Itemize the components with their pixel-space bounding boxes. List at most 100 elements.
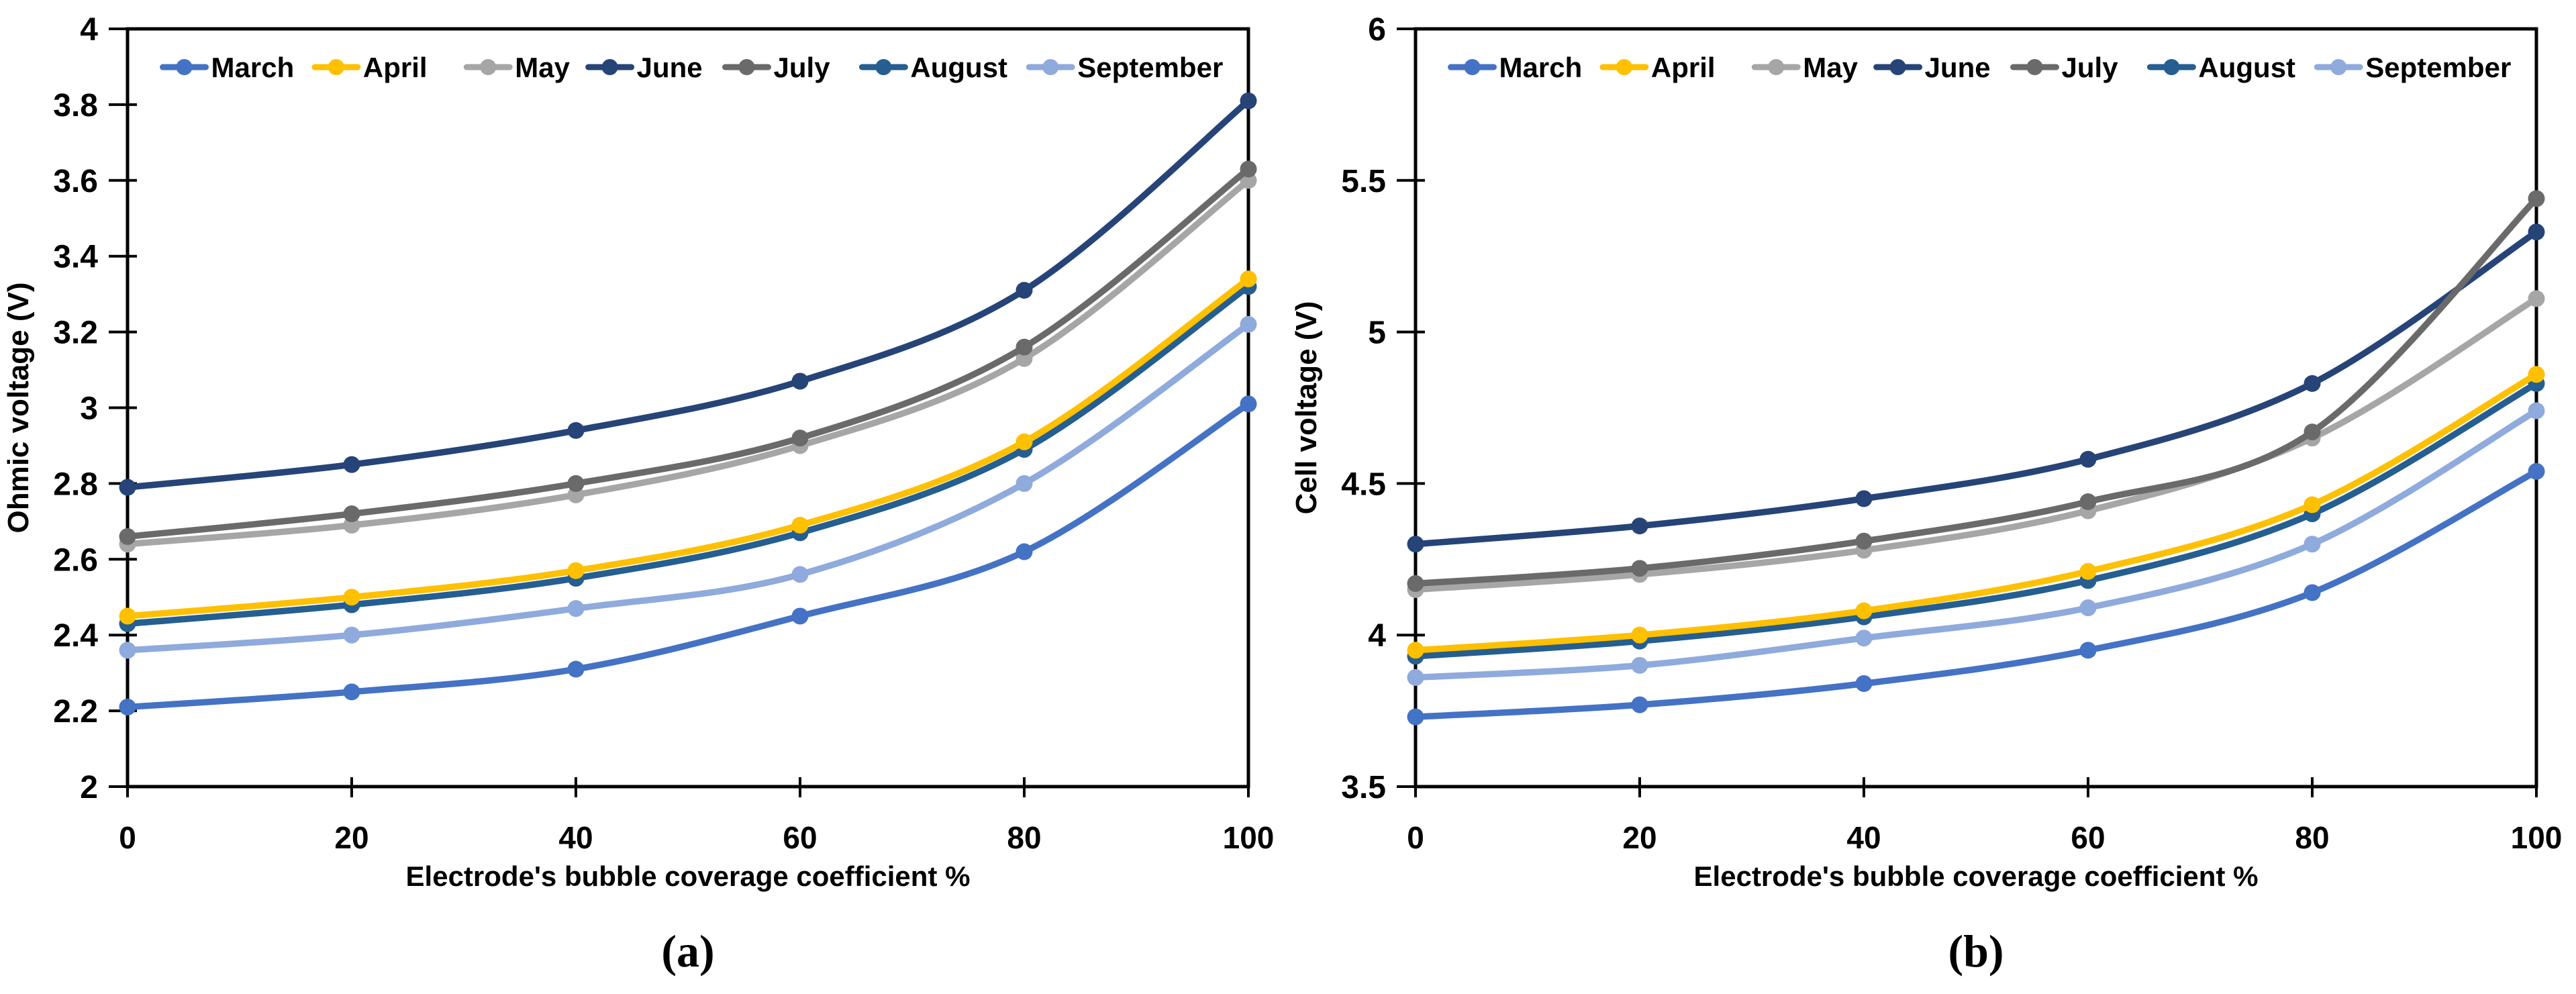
series-March-a [119, 395, 1257, 715]
data-point-March [2079, 642, 2097, 659]
series-September-a [119, 315, 1257, 659]
data-point-July [1015, 338, 1033, 356]
legend-label-May: May [1803, 52, 1858, 83]
data-point-July [1407, 575, 1424, 592]
y-tick-label: 6 [1368, 12, 1386, 48]
legend-label-May: May [515, 52, 570, 83]
data-point-September [343, 626, 360, 644]
data-point-June [343, 456, 360, 473]
y-tick-label: 3.2 [53, 315, 98, 351]
y-axis-title-b: Cell voltage (V) [1290, 301, 1323, 515]
data-point-September [2303, 536, 2321, 553]
data-point-March [2528, 462, 2545, 480]
series-May-a [119, 172, 1257, 553]
chart-a: 22.22.42.62.833.23.43.63.840 20 40 60 80 100O… [2, 12, 1274, 977]
y-tick-label: 3.6 [53, 164, 98, 199]
legend-marker-dot-September [2330, 59, 2347, 75]
series-line-August [124, 283, 1252, 628]
data-point-July [2079, 493, 2097, 510]
chart-panel-b: 3.5 4 4.5 5 5.5 6 0 20 40 60 80 100 Cell voltage (V)… [1288, 0, 2576, 994]
data-point-July [1631, 560, 1648, 577]
axes-a: 22.22.42.62.833.23.43.63.840 20 40 60 80 100 [53, 12, 1274, 855]
data-point-September [791, 566, 809, 583]
legend-marker-dot-September [1042, 59, 1059, 75]
data-point-July [1240, 160, 1257, 178]
x-tick-label: 0 [119, 820, 136, 855]
legend-label-July: July [2062, 52, 2119, 83]
caption-b: (b) [1948, 926, 2003, 977]
data-point-March [1631, 696, 1648, 713]
series-line-June [124, 97, 1252, 491]
series-May-b [1407, 290, 2545, 598]
data-point-April [1855, 602, 1873, 619]
x-tick-label: 0 [1407, 820, 1424, 855]
data-point-March [791, 607, 809, 625]
y-tick-label: 3.4 [53, 240, 98, 275]
data-point-September [1407, 668, 1424, 686]
series-March-b [1407, 462, 2545, 726]
legend-marker-dot-March [176, 59, 193, 75]
series-line-May [124, 177, 1252, 548]
data-point-April [2079, 562, 2097, 580]
x-tick-label: 100 [2511, 820, 2563, 855]
data-point-September [2079, 599, 2097, 617]
y-tick-label: 2.2 [53, 694, 98, 730]
series-April-b [1407, 366, 2545, 659]
series-June-a [119, 92, 1257, 496]
data-point-June [1015, 282, 1033, 299]
series-line-March [1412, 468, 2540, 720]
legend-label-August: August [2198, 52, 2295, 83]
data-point-July [343, 505, 360, 523]
legend-marker-dot-April [1616, 59, 1632, 75]
legend-label-June: June [637, 52, 703, 83]
y-tick-label: 4 [80, 12, 98, 48]
legend-label-September: September [1077, 52, 1223, 83]
x-tick-label: 40 [1846, 820, 1881, 855]
y-tick-label: 3.5 [1341, 770, 1386, 805]
legend-label-August: August [910, 52, 1007, 83]
x-axis-title-b: Electrode's bubble coverage coefficient … [1694, 860, 2259, 892]
data-point-March [1407, 708, 1424, 726]
x-tick-label: 20 [1622, 820, 1656, 855]
series-August-a [119, 278, 1257, 632]
legend-label-March: March [211, 52, 295, 83]
data-point-September [1015, 475, 1033, 492]
legend-b: March April May June July August September [1448, 52, 2511, 83]
x-axis-title-a: Electrode's bubble coverage coefficient … [406, 860, 971, 892]
data-point-July [567, 475, 585, 492]
data-point-March [1015, 543, 1033, 560]
legend-label-July: July [774, 52, 831, 83]
legend-marker-dot-August [2163, 59, 2180, 75]
legend-marker-dot-April [328, 59, 344, 75]
legend-label-September: September [2365, 52, 2511, 83]
x-tick-label: 80 [1007, 820, 1041, 855]
series-line-March [124, 401, 1252, 711]
series-line-May [1412, 295, 2540, 593]
legend-marker-dot-June [601, 59, 618, 75]
legend-marker-dot-March [1464, 59, 1481, 75]
data-point-June [567, 421, 585, 439]
data-point-March [1240, 395, 1257, 413]
caption-a: (a) [661, 926, 714, 977]
series-June-b [1407, 223, 2545, 553]
data-point-June [1855, 490, 1873, 507]
data-point-July [791, 430, 809, 447]
data-point-April [2528, 366, 2545, 383]
data-point-July [1855, 532, 1873, 550]
data-point-September [567, 600, 585, 617]
series-line-July [1412, 195, 2540, 587]
legend-marker-dot-June [1889, 59, 1906, 75]
legend-label-June: June [1925, 52, 1991, 83]
data-point-September [2528, 402, 2545, 419]
data-point-April [1631, 626, 1648, 644]
series-line-August [1412, 380, 2540, 660]
data-point-April [791, 516, 809, 534]
y-tick-label: 2.8 [53, 466, 98, 502]
x-tick-label: 80 [2295, 820, 2329, 855]
axes-b: 3.544.555.560 20 40 60 80 100 [1341, 12, 2562, 855]
series-September-b [1407, 402, 2545, 686]
legend-a: March April May June July August September [160, 52, 1223, 83]
data-point-March [567, 660, 585, 678]
